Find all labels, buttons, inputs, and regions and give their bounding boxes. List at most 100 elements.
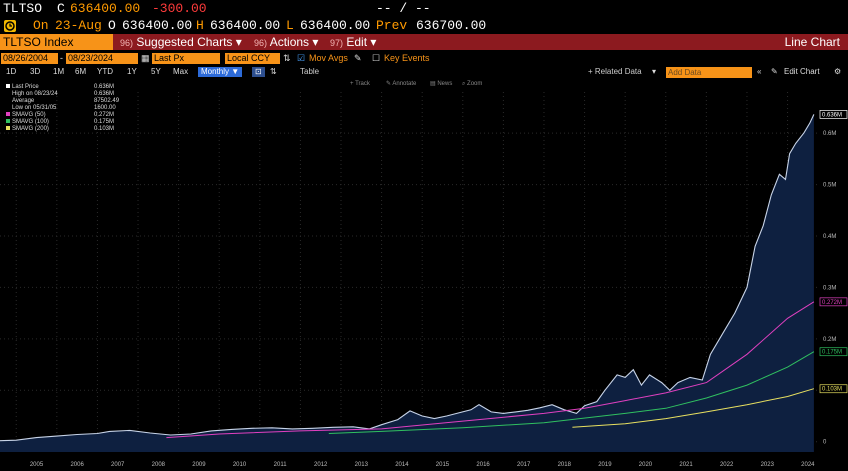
legend-item: High on 08/23/24 0.636M [6, 91, 114, 98]
period-1d[interactable]: 1D [6, 67, 17, 76]
value-marker-box [819, 297, 848, 307]
menu-number: 96) [120, 38, 134, 48]
legend-label: Average [12, 98, 35, 104]
menu-number: 96) [254, 38, 268, 48]
legend-item: Average 87502.49 [6, 98, 119, 105]
chevron-down-icon: ▾ [312, 35, 319, 49]
period-6m[interactable]: 6M [75, 67, 87, 76]
legend-value: 0.272M [94, 112, 115, 118]
moving-average-line [166, 301, 815, 439]
quote-header: TLTSO C 636400.00 -300.00 -- / -- [0, 0, 848, 17]
x-tick-label: 2010 [233, 462, 247, 468]
price-area [0, 114, 814, 453]
collapse-icon[interactable]: « [757, 67, 762, 76]
open-value: 636400.00 [122, 18, 193, 33]
pencil-icon[interactable]: ✎ [354, 53, 362, 63]
legend-swatch [6, 126, 10, 131]
x-tick-label: 2011 [274, 462, 288, 468]
chart-style-icon[interactable]: ⊡ [252, 67, 265, 77]
news-tool[interactable]: ▤ News [430, 81, 453, 87]
x-tick-label: 2024 [801, 462, 815, 468]
actions-menu[interactable]: 96) Actions ▾ [254, 34, 318, 51]
bid-ask: -- / -- [376, 1, 431, 16]
x-tick-label: 2023 [761, 462, 775, 468]
x-tick-label: 2012 [314, 462, 328, 468]
zoom-tool[interactable]: ⌕ Zoom [462, 81, 483, 87]
x-tick-label: 2016 [476, 462, 490, 468]
start-date-input[interactable]: 08/26/2004 [1, 53, 58, 64]
x-tick-label: 2022 [720, 462, 734, 468]
period-1y[interactable]: 1Y [127, 67, 137, 76]
period-bar: 1D 3D 1M 6M YTD 1Y 5Y Max Monthly ▼ ⊡ ⇅ … [0, 66, 848, 78]
currency-select[interactable]: Local CCY [225, 53, 280, 64]
period-max[interactable]: Max [173, 67, 189, 76]
legend-label: SMAVG (50) [12, 112, 46, 118]
security-field[interactable]: TLTSO Index [0, 34, 113, 50]
period-3d[interactable]: 3D [30, 67, 41, 76]
y-tick-label: 0.5M [823, 183, 836, 189]
chart-type-label[interactable]: Line Chart [784, 35, 840, 49]
x-tick-label: 2009 [192, 462, 206, 468]
mov-avgs-checkbox[interactable]: ☑ [297, 53, 306, 63]
zoom-label: Zoom [467, 81, 483, 87]
value-marker-label: 0.636M [822, 112, 842, 118]
command-bar: TLTSO Index 96) Suggested Charts ▾ 96) A… [0, 34, 848, 50]
y-tick-label: 0 [823, 440, 827, 446]
quote-subheader: On 23-Aug O 636400.00 H 636400.00 L 6364… [0, 17, 848, 34]
chart-legend: Last Price 0.636M High on 08/23/24 0.636M Av… [6, 84, 119, 133]
legend-item: SMAVG (50) 0.272M [6, 112, 114, 119]
settings-stepper-icon[interactable]: ⇅ [270, 67, 277, 76]
chart-controls: 08/26/2004 - 08/23/2024 ▦ Last Px Local … [0, 52, 848, 65]
key-events-checkbox[interactable]: ☐ [372, 53, 381, 63]
x-tick-label: 2007 [111, 462, 125, 468]
value-marker-label: 0.103M [822, 387, 842, 393]
period-1m[interactable]: 1M [53, 67, 65, 76]
chevron-down-icon: ▾ [652, 67, 657, 76]
key-events-label: Key Events [384, 53, 430, 63]
on-label: On [33, 18, 49, 33]
legend-value: 0.636M [94, 84, 115, 90]
value-marker-box [819, 347, 848, 357]
track-tool[interactable]: + Track [350, 81, 370, 87]
legend-label: High on 08/23/24 [12, 91, 58, 97]
table-button[interactable]: Table [300, 67, 320, 76]
currency-stepper-icon[interactable]: ⇅ [283, 53, 291, 63]
x-tick-label: 2019 [598, 462, 612, 468]
value-marker-box [819, 110, 848, 119]
legend-label: Low on 05/31/05 [12, 105, 57, 111]
prev-label: Prev [376, 18, 408, 33]
x-tick-label: 2018 [558, 462, 572, 468]
edit-chart-button[interactable]: Edit Chart [784, 67, 820, 76]
change-value: -300.00 [152, 1, 207, 16]
period-ytd[interactable]: YTD [97, 67, 113, 76]
open-label: O [108, 18, 116, 33]
menu-label: Actions [269, 35, 310, 49]
legend-swatch [6, 112, 10, 117]
news-label: News [437, 81, 453, 87]
low-value: 636400.00 [300, 18, 371, 33]
legend-item: Last Price 0.636M [6, 84, 114, 91]
gear-icon[interactable]: ⚙ [834, 67, 842, 76]
legend-value: 0.636M [94, 91, 115, 97]
suggested-charts-menu[interactable]: 96) Suggested Charts ▾ [120, 34, 242, 51]
prev-value: 636700.00 [416, 18, 487, 33]
pencil-icon[interactable]: ✎ [771, 67, 778, 76]
price-line [0, 114, 815, 442]
annotate-tool[interactable]: ✎ Annotate [386, 81, 417, 87]
field-select[interactable]: Last Px [152, 53, 220, 64]
x-tick-label: 2014 [395, 462, 409, 468]
calendar-icon[interactable]: ▦ [141, 53, 150, 63]
edit-menu[interactable]: 97) Edit ▾ [330, 34, 376, 51]
period-5y[interactable]: 5Y [151, 67, 161, 76]
add-data-input[interactable]: Add Data [666, 67, 752, 78]
end-date-input[interactable]: 08/23/2024 [66, 53, 138, 64]
y-tick-label: 0.2M [823, 337, 836, 343]
legend-label: SMAVG (100) [12, 119, 49, 125]
frequency-select[interactable]: Monthly ▼ [198, 67, 243, 77]
y-tick-label: 0.6M [823, 131, 836, 137]
legend-value: 1600.00 [94, 105, 116, 111]
last-price: 636400.00 [70, 1, 141, 16]
x-tick-label: 2021 [679, 462, 693, 468]
related-data-button[interactable]: + Related Data [588, 67, 642, 76]
